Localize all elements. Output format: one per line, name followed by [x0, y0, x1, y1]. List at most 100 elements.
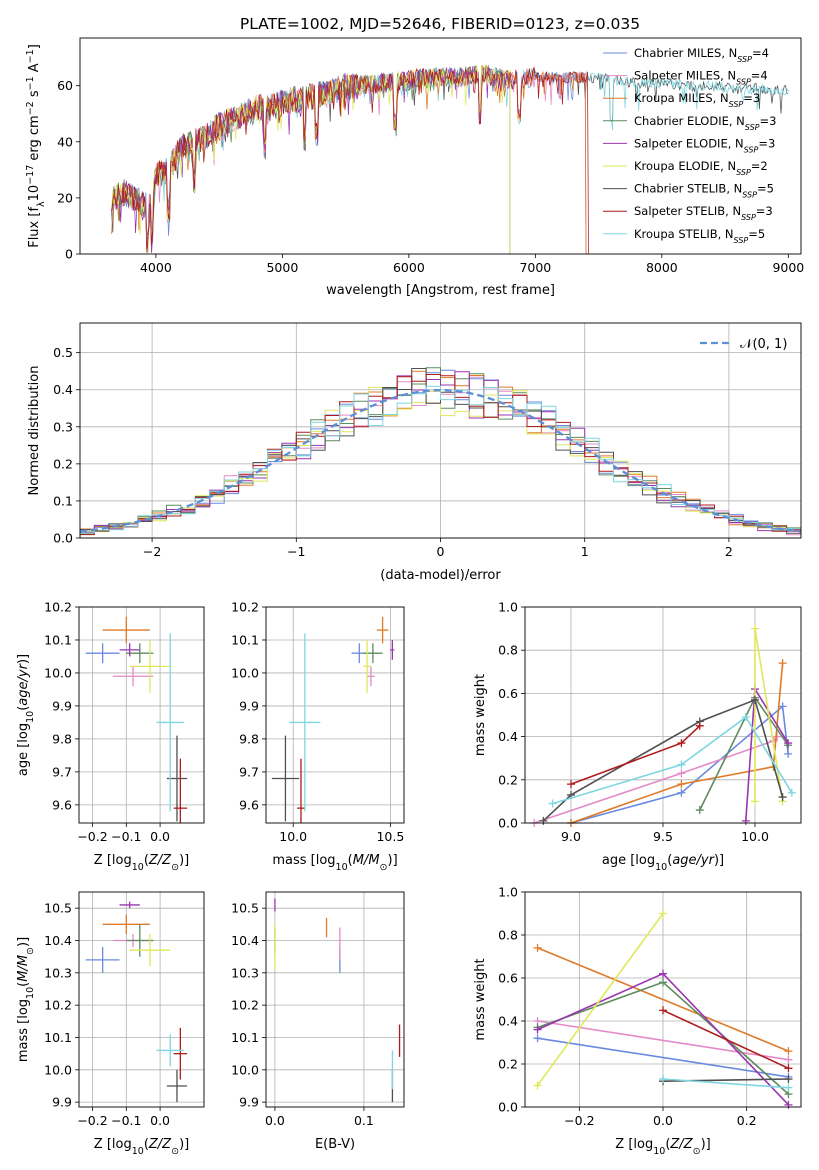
legend-entry: 𝒩(0, 1) — [740, 337, 787, 352]
x-tick-label: −0.2 — [77, 829, 107, 844]
weight-point-marker — [778, 793, 787, 802]
mass-vs-metallicity-panel: −0.2 −0.1 0.0 9.9 10.0 10.1 10.2 10.3 10.4 10.5 Z … — [16, 891, 205, 1157]
axes-frame — [265, 606, 405, 824]
weight-point-marker — [751, 624, 759, 633]
x-tick-label: −0.2 — [564, 1113, 594, 1128]
y-tick-label: 40 — [57, 134, 73, 149]
x-axis-label: Z [log10(Z/Z⊙)] — [94, 853, 189, 873]
y-tick-label: 1.0 — [498, 885, 518, 900]
legend-entry: Chabrier STELIB, NSSP=5 — [634, 182, 774, 200]
weight-vs-metallicity-panel: −0.2 0.0 0.2 0.0 0.2 0.4 0.6 0.8 1.0 Z [log10(Z/Z… — [473, 885, 802, 1157]
residual-histogram — [80, 385, 801, 538]
weight-series-line — [537, 947, 789, 1052]
y-tick-label: 0.4 — [498, 729, 518, 744]
x-tick-label: 7000 — [519, 260, 551, 275]
x-axis-label: (data-model)/error — [380, 568, 501, 583]
y-tick-label: 0.0 — [498, 1100, 518, 1115]
weight-series-line — [537, 1037, 789, 1078]
weight-point-marker — [778, 702, 787, 711]
y-tick-label: 0.6 — [498, 686, 518, 701]
weight-point-marker — [567, 780, 575, 789]
y-tick-label: 0.0 — [53, 531, 73, 546]
x-axis-label: Z [log10(Z/Z⊙)] — [94, 1137, 189, 1157]
x-tick-label: 0.0 — [653, 1113, 673, 1128]
legend-entry: Chabrier ELODIE, NSSP=3 — [634, 114, 776, 132]
weight-point-marker — [784, 1075, 793, 1084]
x-tick-label: 0.0 — [265, 1113, 285, 1128]
weight-point-marker — [677, 788, 686, 797]
axes-frame — [78, 606, 205, 824]
y-tick-label: 10.1 — [231, 1030, 259, 1045]
y-tick-label: 9.6 — [52, 797, 72, 812]
weight-point-marker — [533, 943, 542, 952]
y-tick-label: 0.3 — [53, 419, 73, 434]
x-axis-label: wavelength [Angstrom, rest frame] — [326, 283, 555, 298]
x-tick-label: 10.5 — [376, 829, 404, 844]
legend-entry: Salpeter MILES, NSSP=4 — [634, 69, 768, 87]
y-tick-label: 10.1 — [231, 632, 259, 647]
x-tick-label: 4000 — [140, 260, 172, 275]
weight-series-line — [552, 716, 793, 805]
y-tick-label: 9.9 — [52, 698, 72, 713]
y-tick-label: 0.0 — [498, 816, 518, 831]
weight-point-marker — [677, 780, 686, 789]
weight-point-marker — [677, 760, 686, 769]
figure-title: PLATE=1002, MJD=52646, FIBERID=0123, z=0… — [240, 15, 640, 33]
weight-point-marker — [784, 1100, 793, 1109]
x-axis-label: E(B-V) — [315, 1137, 355, 1152]
x-tick-label: 0.2 — [737, 1113, 757, 1128]
weight-point-marker — [548, 799, 557, 808]
weight-point-marker — [741, 713, 750, 722]
weight-series-line — [662, 1078, 789, 1089]
y-tick-label: 10.2 — [44, 998, 72, 1013]
weight-point-marker — [677, 739, 686, 748]
weight-point-marker — [784, 739, 793, 748]
x-tick-label: −0.2 — [77, 1113, 107, 1128]
x-tick-label: −0.1 — [111, 829, 141, 844]
y-axis-label: Flux [fλ10−17 erg cm−2 s−1 A−1] — [25, 44, 47, 248]
x-tick-label: 10.0 — [741, 829, 769, 844]
y-axis-label: mass weight — [473, 674, 488, 756]
x-axis-label: age [log10(age/yr)] — [602, 853, 724, 873]
y-tick-label: 0.4 — [498, 1014, 518, 1029]
legend-entry: Kroupa STELIB, NSSP=5 — [634, 227, 765, 245]
y-tick-label: 10.0 — [231, 665, 259, 680]
y-tick-label: 10.2 — [231, 998, 259, 1013]
residual-histogram-panel: −2 −1 0 1 2 0.0 0.1 0.2 0.3 0.4 0.5 𝒩(0, 1) (data-mo… — [27, 322, 802, 583]
axes-frame — [78, 891, 205, 1108]
y-tick-label: 0.6 — [498, 971, 518, 986]
gaussian-curve — [79, 388, 802, 533]
y-tick-label: 60 — [57, 78, 73, 93]
weight-series-line — [570, 704, 789, 823]
x-tick-label: 9.0 — [561, 829, 581, 844]
weight-point-marker — [533, 1081, 542, 1090]
x-tick-label: 2 — [725, 544, 733, 559]
x-tick-label: −1 — [287, 544, 305, 559]
y-tick-label: 9.8 — [239, 731, 259, 746]
weight-series-line — [662, 1009, 789, 1070]
weight-series-line — [536, 913, 664, 1086]
y-tick-label: 0.4 — [53, 382, 73, 397]
y-tick-label: 0 — [65, 247, 73, 262]
legend-entry: Salpeter ELODIE, NSSP=3 — [634, 136, 775, 154]
weight-point-marker — [533, 1034, 542, 1043]
y-tick-label: 10.3 — [44, 965, 72, 980]
weight-point-marker — [784, 1064, 793, 1073]
y-tick-label: 10.0 — [231, 1062, 259, 1077]
y-tick-label: 0.2 — [498, 1057, 518, 1072]
y-tick-label: 0.1 — [53, 493, 73, 508]
y-axis-label: Normed distribution — [27, 366, 42, 496]
axes-frame — [79, 322, 802, 539]
weight-vs-age-panel: 9.0 9.5 10.0 0.0 0.2 0.4 0.6 0.8 1.0 age [log10(a… — [473, 600, 802, 873]
weight-point-marker — [695, 806, 704, 815]
y-tick-label: 0.8 — [498, 643, 518, 658]
weight-point-marker — [659, 1075, 667, 1084]
x-tick-label: 0.0 — [150, 829, 170, 844]
y-tick-label: 10.5 — [231, 901, 259, 916]
y-tick-label: 1.0 — [498, 600, 518, 615]
age-vs-mass-panel: 10.0 10.5 9.6 9.7 9.8 9.9 10.0 10.1 10.2 mass [lo… — [231, 600, 405, 873]
y-tick-label: 9.6 — [239, 797, 259, 812]
age-vs-metallicity-panel: −0.2 −0.1 0.0 9.6 9.7 9.8 9.9 10.0 10.1 10.2 Z [lo… — [16, 600, 205, 873]
weight-point-marker — [751, 695, 759, 704]
legend-entry: Salpeter STELIB, NSSP=3 — [634, 204, 773, 222]
